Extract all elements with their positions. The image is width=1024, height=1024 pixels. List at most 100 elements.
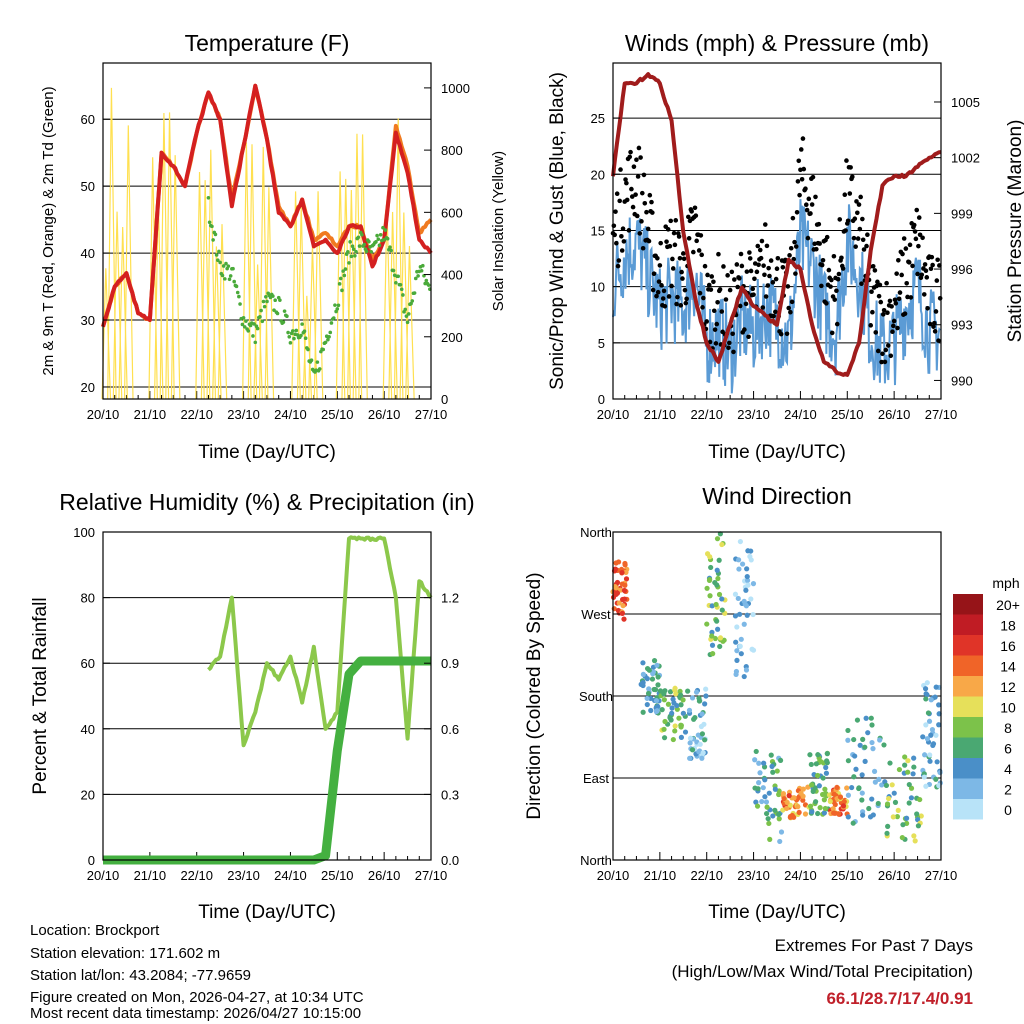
gust-point — [912, 229, 918, 234]
direction-point — [906, 800, 912, 806]
gust-point — [916, 215, 922, 220]
direction-point — [697, 741, 703, 747]
gust-point — [638, 155, 643, 160]
dewpoint-point — [232, 279, 236, 284]
gust-point — [692, 205, 698, 211]
dewpoint-point — [360, 232, 364, 237]
x-tick-label: 26/10 — [878, 407, 911, 422]
gust-point — [902, 311, 908, 317]
gust-point — [668, 218, 674, 224]
direction-point — [768, 752, 774, 758]
gust-point — [865, 232, 870, 238]
gust-point — [641, 172, 647, 178]
direction-point — [869, 739, 875, 746]
dewpoint-point — [343, 267, 348, 271]
dewpoint-point — [339, 276, 343, 281]
y2-tick-label: 1002 — [951, 151, 980, 166]
gust-point — [631, 164, 637, 169]
direction-point — [691, 716, 697, 722]
gust-point — [806, 196, 812, 202]
direction-point — [672, 728, 678, 734]
direction-point — [713, 601, 719, 608]
gust-point — [696, 248, 702, 253]
gust-point — [887, 298, 893, 304]
dewpoint-point — [223, 277, 227, 281]
direction-point — [680, 697, 686, 703]
gust-point — [858, 194, 863, 200]
direction-point — [689, 695, 696, 701]
y2-tick-label: 0.6 — [441, 722, 459, 737]
direction-point — [755, 786, 761, 792]
wind-speed-line — [612, 199, 941, 394]
gust-point — [630, 204, 636, 210]
x-tick-label: 23/10 — [227, 407, 260, 422]
gust-point — [820, 257, 826, 263]
dewpoint-point — [302, 329, 307, 334]
gust-point — [763, 294, 769, 299]
direction-point — [612, 584, 618, 590]
direction-point — [872, 779, 878, 785]
dewpoint-point — [235, 290, 240, 295]
gust-point — [678, 303, 684, 308]
direction-point — [750, 581, 757, 587]
pressure-ylabel: Station Pressure (Maroon) — [1005, 120, 1024, 343]
direction-point — [733, 671, 739, 677]
dewpoint-point — [405, 320, 410, 325]
direction-point — [857, 742, 863, 748]
direction-point — [875, 800, 881, 807]
y-tick-label: 30 — [81, 313, 95, 328]
gust-point — [639, 219, 644, 224]
solar-line — [123, 125, 134, 400]
dewpoint-point — [378, 232, 383, 237]
x-tick-label: 27/10 — [415, 407, 448, 422]
gust-point — [786, 305, 792, 311]
legend-swatch — [953, 778, 983, 799]
gust-point — [635, 174, 641, 179]
dewpoint-point — [303, 336, 308, 340]
direction-point — [759, 798, 765, 805]
direction-point — [682, 729, 689, 735]
direction-point — [669, 710, 675, 716]
gust-point — [636, 145, 642, 151]
legend-label: 12 — [1000, 679, 1016, 695]
dewpoint-point — [306, 347, 310, 352]
legend-swatch — [953, 635, 983, 656]
direction-point — [831, 810, 837, 816]
y-tick-label: 20 — [591, 167, 605, 182]
dewpoint-point — [342, 273, 347, 278]
direction-point — [845, 727, 851, 734]
direction-point — [619, 610, 626, 616]
gust-point — [859, 281, 864, 287]
direction-point — [709, 603, 715, 609]
gust-point — [751, 292, 756, 297]
dewpoint-point — [367, 239, 371, 244]
y-tick-label: 80 — [81, 591, 95, 606]
gust-point — [881, 307, 887, 313]
direction-point — [885, 795, 892, 802]
gust-point — [709, 274, 715, 279]
gust-point — [613, 209, 618, 214]
direction-point — [777, 838, 783, 845]
gust-point — [906, 260, 912, 265]
direction-point — [734, 657, 740, 663]
dewpoint-point — [218, 260, 222, 265]
legend-label: 14 — [1000, 659, 1016, 675]
y-tick-label: North — [580, 525, 612, 540]
gust-point — [852, 216, 858, 221]
gust-point — [711, 308, 717, 314]
direction-point — [781, 796, 787, 802]
gust-point — [778, 331, 784, 337]
direction-point — [911, 833, 917, 839]
direction-point — [859, 772, 865, 778]
gust-point — [742, 327, 747, 332]
direction-point — [876, 776, 882, 782]
y-tick-label: 40 — [81, 722, 95, 737]
temperature-xlabel: Time (Day/UTC) — [198, 442, 336, 463]
gust-point — [824, 301, 829, 306]
dewpoint-point — [260, 319, 265, 324]
direction-point — [640, 671, 646, 677]
direction-point — [827, 798, 833, 804]
direction-point — [923, 691, 929, 697]
dewpoint-point — [326, 337, 330, 342]
direction-point — [769, 763, 775, 769]
